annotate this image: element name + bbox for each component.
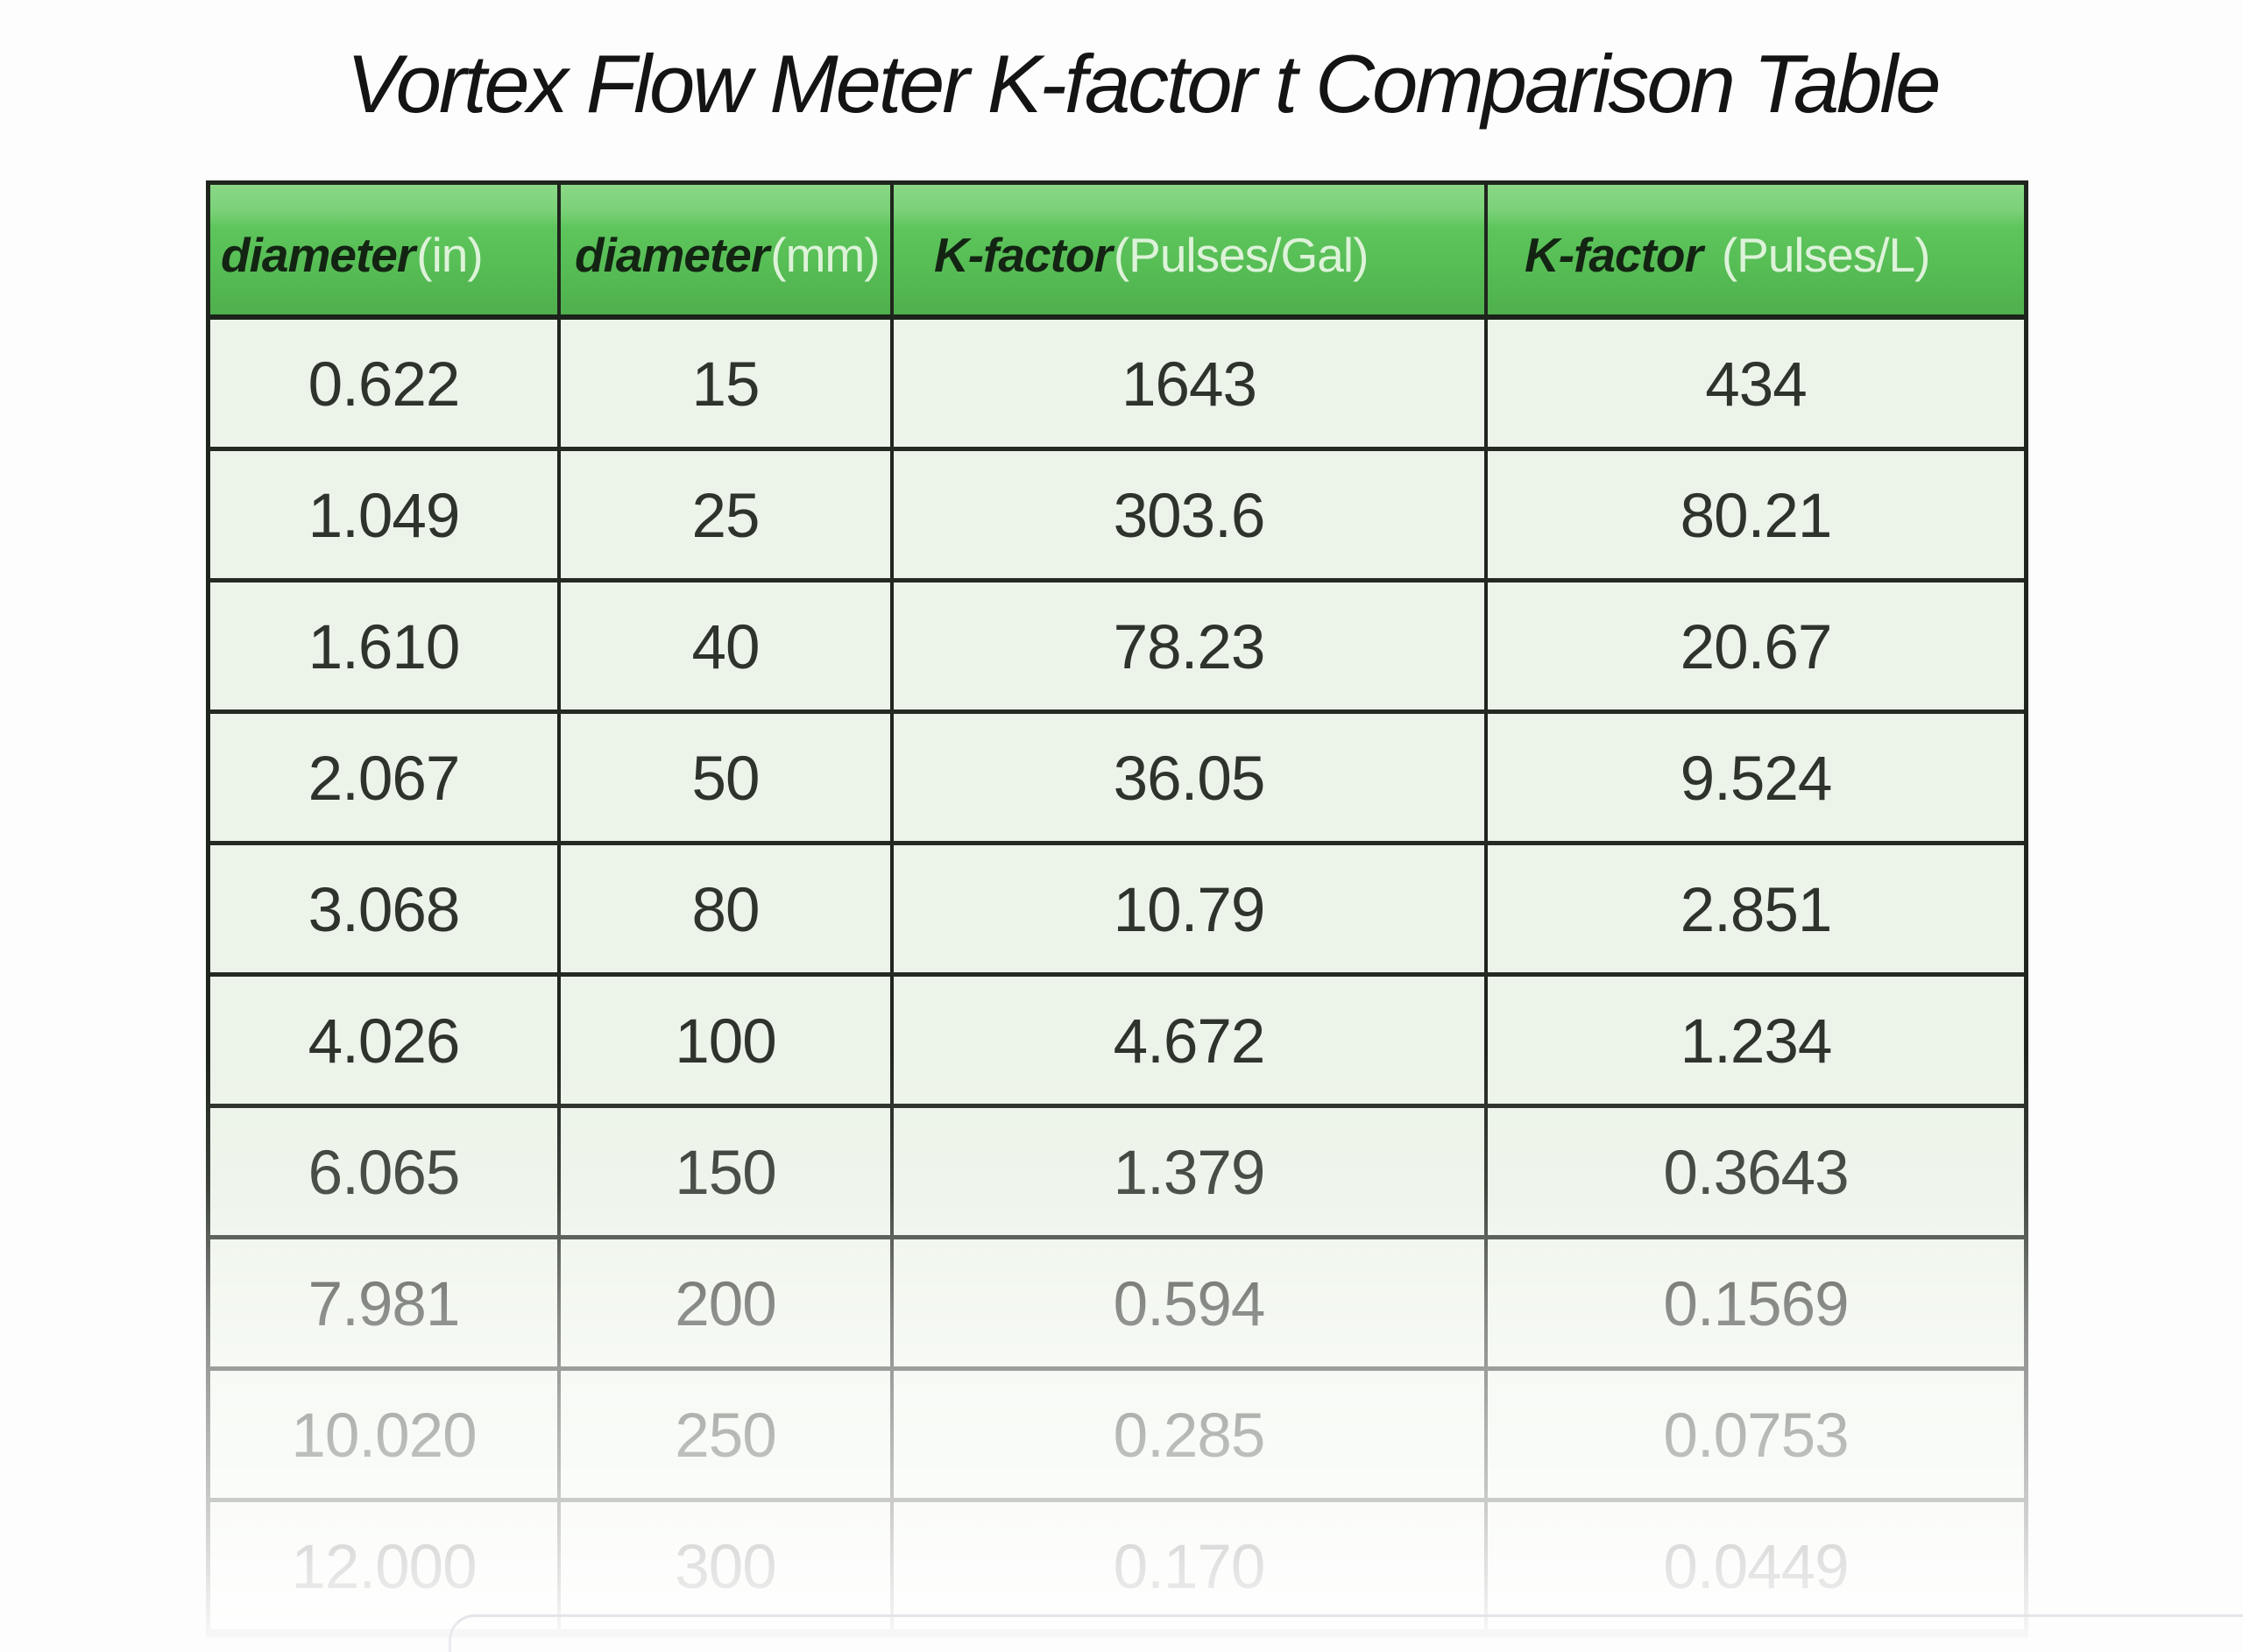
header-label: diameter bbox=[575, 228, 769, 282]
table-cell: 20.67 bbox=[1680, 613, 1833, 682]
table-row-4: 3.068 80 10.79 2.851 bbox=[210, 845, 2024, 977]
table-cell: 80 bbox=[561, 845, 894, 972]
header-unit: (in) bbox=[416, 228, 483, 282]
table-row-1: 1.049 25 303.6 80.21 bbox=[210, 451, 2024, 582]
table-cell: 0.0449 bbox=[1663, 1533, 1849, 1602]
table-cell: 303.6 bbox=[894, 451, 1488, 578]
table-cell: 9.524 bbox=[1680, 745, 1833, 814]
table-cell: 78.23 bbox=[894, 582, 1488, 710]
header-cell-1-diameter: diameter (mm) bbox=[561, 185, 894, 314]
table-cell: 15 bbox=[561, 320, 894, 447]
table-cell: 0.0753 bbox=[1663, 1401, 1849, 1471]
table-cell: 150 bbox=[561, 1108, 894, 1235]
table-cell: 4.672 bbox=[894, 977, 1488, 1104]
table-row-7: 7.981 200 0.594 0.1569 bbox=[210, 1239, 2024, 1371]
table-cell: 40 bbox=[561, 582, 894, 710]
table-cell: 434 bbox=[1705, 350, 1807, 420]
header-cell-3-k-factor: K-factor (Pulses/L) bbox=[1488, 185, 2024, 314]
table-cell: 300 bbox=[561, 1502, 894, 1629]
table-cell: 0.594 bbox=[894, 1239, 1488, 1366]
table-header-row: diameter (in) diameter (mm) K-factor (Pulses/… bbox=[210, 185, 2024, 320]
table-cell: 3.068 bbox=[210, 845, 561, 972]
header-unit: (Pulses/Gal) bbox=[1113, 228, 1369, 282]
table-cell: 1.379 bbox=[894, 1108, 1488, 1235]
page-title: Vortex Flow Meter K-factor t Comparison … bbox=[346, 38, 1941, 130]
table-cell: 6.065 bbox=[210, 1108, 561, 1235]
table-cell: 100 bbox=[561, 977, 894, 1104]
table-cell: 250 bbox=[561, 1371, 894, 1498]
header-label: K-factor bbox=[1525, 228, 1703, 282]
table-cell: 10.020 bbox=[210, 1371, 561, 1498]
table-cell: 1.049 bbox=[210, 451, 561, 578]
table-cell: 2.851 bbox=[1680, 876, 1833, 945]
table-cell: 10.79 bbox=[894, 845, 1488, 972]
header-label: diameter bbox=[221, 228, 415, 282]
bottom-card-edge bbox=[449, 1614, 2243, 1652]
table-cell: 80.21 bbox=[1680, 482, 1833, 551]
table-cell: 50 bbox=[561, 714, 894, 841]
header-label: K-factor bbox=[934, 228, 1113, 282]
table-row-3: 2.067 50 36.05 9.524 bbox=[210, 714, 2024, 845]
table-cell: 0.170 bbox=[894, 1502, 1488, 1629]
table-cell: 0.1569 bbox=[1663, 1270, 1849, 1339]
table-cell: 1.610 bbox=[210, 582, 561, 710]
kfactor-comparison-table: diameter (in) diameter (mm) K-factor (Pulses/… bbox=[206, 180, 2028, 1638]
table-cell: 25 bbox=[561, 451, 894, 578]
table-cell: 200 bbox=[561, 1239, 894, 1366]
table-cell: 4.026 bbox=[210, 977, 561, 1104]
table-cell: 0.285 bbox=[894, 1371, 1488, 1498]
table-row-2: 1.610 40 78.23 20.67 bbox=[210, 582, 2024, 714]
table-row-5: 4.026 100 4.672 1.234 bbox=[210, 977, 2024, 1108]
table-body: 0.622 15 1643 434 1.049 25 303.6 80.21 1.610 40 78… bbox=[210, 320, 2024, 1634]
table-cell: 2.067 bbox=[210, 714, 561, 841]
header-unit: (Pulses/L) bbox=[1721, 228, 1931, 282]
table-cell: 7.981 bbox=[210, 1239, 561, 1366]
table-cell: 1.234 bbox=[1680, 1007, 1833, 1077]
table-row-0: 0.622 15 1643 434 bbox=[210, 320, 2024, 451]
table-cell: 1643 bbox=[894, 320, 1488, 447]
header-unit: (mm) bbox=[770, 228, 880, 282]
header-cell-2-k-factor: K-factor (Pulses/Gal) bbox=[894, 185, 1488, 314]
table-cell: 12.000 bbox=[210, 1502, 561, 1629]
table-cell: 0.3643 bbox=[1663, 1139, 1849, 1208]
header-cell-0-diameter: diameter (in) bbox=[210, 185, 561, 314]
table-cell: 36.05 bbox=[894, 714, 1488, 841]
table-row-6: 6.065 150 1.379 0.3643 bbox=[210, 1108, 2024, 1239]
table-row-8: 10.020 250 0.285 0.0753 bbox=[210, 1371, 2024, 1502]
table-cell: 0.622 bbox=[210, 320, 561, 447]
